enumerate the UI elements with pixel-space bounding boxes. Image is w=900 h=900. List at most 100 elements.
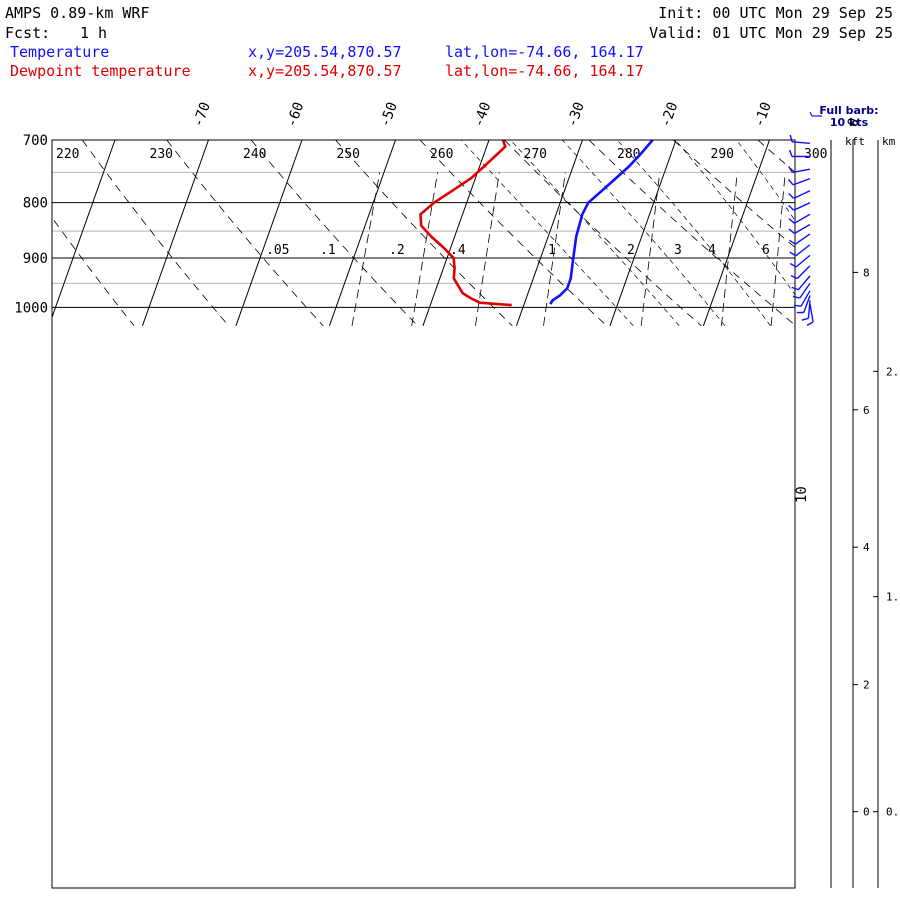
kft-tick-6: 6 xyxy=(863,404,870,417)
moist-adiabat-6 xyxy=(799,140,900,326)
series-line-1 xyxy=(419,140,512,307)
series-line-0 xyxy=(549,140,654,305)
pressure-tick-800: 800 xyxy=(23,196,48,212)
temperature-tick-labels: -70 -60 -50 -40 -30 -20 -10 0 xyxy=(190,100,862,129)
mixing-ratio-line-8 xyxy=(861,172,872,325)
isotherm--10 xyxy=(702,140,770,327)
kft-tick-0: 0 xyxy=(863,806,870,819)
kft-axis-label: kft xyxy=(845,135,865,148)
dry-adiabat-200 xyxy=(52,216,135,327)
dry-adiabat-300 xyxy=(842,140,900,326)
wind-barb-13 xyxy=(788,190,811,200)
isotherm--30 xyxy=(515,140,583,327)
mixing-ratio-line-2 xyxy=(474,172,500,326)
mixing-ratio-label-8: 6 xyxy=(762,243,770,258)
theta-label-250: 250 xyxy=(337,147,360,162)
legend-temperature-xy: x,y=205.54,870.57 xyxy=(248,43,402,61)
dry-adiabat-250 xyxy=(419,140,608,327)
mixing-ratio-label-4: 1 xyxy=(548,243,556,258)
wind-barb-0 xyxy=(806,304,814,327)
mixing-ratio-label-0: .05 xyxy=(266,243,289,258)
isotherm--80 xyxy=(52,140,116,319)
legend-temperature-latlon: lat,lon=-74.66, 164.17 xyxy=(445,43,644,61)
plot-frame xyxy=(51,139,796,889)
mixing-ratio-label-5: 2 xyxy=(627,243,635,258)
temp-tick--50: -50 xyxy=(377,100,401,129)
dry-adiabat-230 xyxy=(250,140,418,327)
moist-adiabats xyxy=(460,140,900,327)
isotherm--20 xyxy=(609,140,677,327)
wind-speed-label: 10 xyxy=(794,486,810,503)
km-tick-0.: 0. xyxy=(886,806,899,819)
temp-tick--40: -40 xyxy=(471,100,495,129)
wind-barb-14 xyxy=(787,177,811,186)
barb-key-line2: 10 kts xyxy=(830,116,869,129)
kft-tick-4: 4 xyxy=(863,541,870,554)
legend-dewpoint-latlon: lat,lon=-74.66, 164.17 xyxy=(445,62,644,80)
pressure-tick-700: 700 xyxy=(23,133,48,149)
mixing-ratio-label-3: .4 xyxy=(450,243,466,258)
dry-adiabat-210 xyxy=(81,140,229,327)
mixing-ratio-label-6: 3 xyxy=(674,243,682,258)
mixing-ratio-line-5 xyxy=(721,172,738,326)
isotherm-lines xyxy=(0,140,770,327)
wind-barb-4 xyxy=(792,282,811,299)
moist-adiabat-4 xyxy=(675,140,795,296)
kft-tick-2: 2 xyxy=(863,679,870,692)
isotherm--50 xyxy=(328,140,396,327)
height-axes: kft km 0 2 4 6 8 0. 1. 2. xyxy=(845,135,899,888)
theta-label-240: 240 xyxy=(243,147,266,162)
series-lines xyxy=(419,140,654,307)
dry-adiabat-280 xyxy=(673,140,795,248)
dry-adiabat-260 xyxy=(504,140,702,327)
pressure-tick-900: 900 xyxy=(23,251,48,267)
moist-adiabat-7 xyxy=(862,140,900,326)
isotherm--40 xyxy=(422,140,490,327)
temp-tick--10: -10 xyxy=(751,100,775,129)
wind-barb-2 xyxy=(796,295,811,314)
mixing-ratio-label-2: .2 xyxy=(389,243,405,258)
wind-barb-1 xyxy=(801,300,811,321)
wind-barbs xyxy=(787,134,832,888)
dry-adiabat-290 xyxy=(757,140,795,173)
temp-tick--70: -70 xyxy=(190,100,214,129)
legend-dewpoint-xy: x,y=205.54,870.57 xyxy=(248,62,402,80)
pressure-tick-labels: 700 800 900 1000 xyxy=(14,133,48,316)
dry-adiabat-240 xyxy=(335,140,513,327)
isotherm--90 xyxy=(0,140,22,326)
barb-key-sample xyxy=(809,111,822,117)
inner-labels: 220 230 240 250 260 270 280 290 300 .05 .1 .2 .4 1 2 3 4… xyxy=(56,147,827,503)
mixing-ratio-label-1: .1 xyxy=(320,243,336,258)
theta-label-290: 290 xyxy=(711,147,734,162)
theta-label-300: 300 xyxy=(804,147,827,162)
mixing-ratio-line-6 xyxy=(770,172,786,326)
pressure-tick-1000: 1000 xyxy=(14,300,48,316)
theta-label-270: 270 xyxy=(524,147,547,162)
kft-tick-8: 8 xyxy=(863,266,870,279)
wind-barb-3 xyxy=(793,290,811,307)
legend-temperature-name: Temperature xyxy=(10,43,109,61)
legend-dewpoint-name: Dewpoint temperature xyxy=(10,62,191,80)
wind-barb-6 xyxy=(790,265,811,280)
theta-label-260: 260 xyxy=(430,147,453,162)
km-tick-1.: 1. xyxy=(886,591,899,604)
theta-label-230: 230 xyxy=(150,147,173,162)
wind-barb-10 xyxy=(788,223,811,235)
barb-key-flag xyxy=(809,111,813,117)
forecast-hours: 1 h xyxy=(80,24,107,42)
dry-adiabat-220 xyxy=(166,140,324,327)
forecast-label: Fcst: xyxy=(5,24,50,42)
isotherm--70 xyxy=(141,140,209,327)
dry-adiabats xyxy=(52,140,900,327)
theta-label-220: 220 xyxy=(56,147,79,162)
wind-barb-7 xyxy=(789,254,811,268)
km-axis-label: km xyxy=(882,135,896,148)
moist-adiabat-1 xyxy=(510,140,680,327)
valid-time: Valid: 01 UTC Mon 29 Sep 25 xyxy=(649,24,893,42)
isotherm--60 xyxy=(235,140,303,327)
temp-tick--60: -60 xyxy=(284,100,308,129)
temp-tick--30: -30 xyxy=(564,100,588,129)
mixing-ratio-line-1 xyxy=(411,172,438,326)
init-time: Init: 00 UTC Mon 29 Sep 25 xyxy=(658,4,893,22)
wind-barb-8 xyxy=(789,244,811,257)
